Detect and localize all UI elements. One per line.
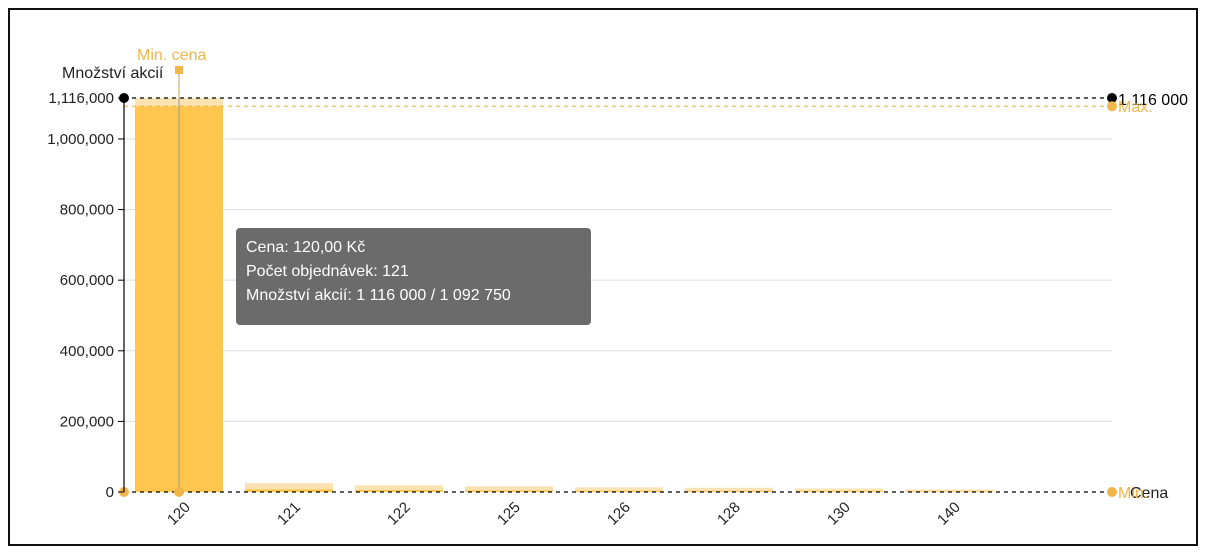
x-tick-label: 140 bbox=[934, 499, 964, 529]
max-total-label: 1 116 000 bbox=[1118, 92, 1188, 109]
min-price-label: Min. cena bbox=[137, 47, 206, 64]
bar-tooltip: Cena: 120,00 Kč Počet objednávek: 121 Mn… bbox=[236, 228, 591, 325]
y-tick-label: 0 bbox=[106, 484, 114, 501]
bar-total[interactable] bbox=[795, 488, 883, 492]
x-tick-label: 121 bbox=[274, 499, 304, 529]
y-tick-label: 800,000 bbox=[60, 202, 114, 219]
x-axis-ticks: 120 121 122 125 126 128 130 140 bbox=[164, 499, 964, 529]
y-axis-ticks: 0 200,000 400,000 600,000 800,000 1,000,000 1,… bbox=[47, 90, 124, 501]
reference-lines bbox=[119, 66, 1117, 497]
bar-total[interactable] bbox=[465, 486, 553, 492]
bar[interactable] bbox=[575, 490, 663, 492]
x-tick-label: 130 bbox=[824, 499, 854, 529]
x-tick-label: 122 bbox=[384, 499, 414, 529]
bar-total[interactable] bbox=[245, 483, 333, 492]
min-label: Min. bbox=[1118, 485, 1148, 502]
bar[interactable] bbox=[245, 489, 333, 492]
min-price-marker[interactable] bbox=[175, 66, 183, 74]
y-axis-title: Množství akcií bbox=[62, 65, 164, 82]
max-marker[interactable] bbox=[1107, 101, 1117, 112]
y-tick-label: 600,000 bbox=[60, 272, 114, 289]
max-label: Max. bbox=[1118, 99, 1153, 116]
bar-total[interactable] bbox=[575, 487, 663, 492]
min-marker[interactable] bbox=[1107, 487, 1117, 497]
bar[interactable] bbox=[355, 490, 443, 492]
bar[interactable] bbox=[465, 490, 553, 492]
x-tick-label: 125 bbox=[494, 499, 524, 529]
y-tick-label: 1,116,000 bbox=[48, 90, 114, 107]
bar[interactable] bbox=[685, 490, 773, 492]
tooltip-price: Cena: 120,00 Kč bbox=[246, 239, 366, 256]
bar-total[interactable] bbox=[685, 487, 773, 492]
tooltip-quantity: Množství akcií: 1 116 000 / 1 092 750 bbox=[246, 287, 511, 304]
y-tick-label: 200,000 bbox=[60, 413, 114, 430]
x-tick-label: 126 bbox=[604, 499, 634, 529]
x-tick-label: 120 bbox=[164, 499, 194, 529]
max-total-marker-right bbox=[1107, 93, 1117, 103]
y-tick-label: 1,000,000 bbox=[47, 131, 114, 148]
min-price-handle[interactable] bbox=[174, 487, 184, 497]
bar-total[interactable] bbox=[905, 489, 993, 492]
x-axis-title: Cena bbox=[1130, 485, 1168, 502]
y-tick-label: 400,000 bbox=[60, 343, 114, 360]
tooltip-order-count: Počet objednávek: 121 bbox=[246, 263, 409, 280]
x-tick-label: 128 bbox=[714, 499, 744, 529]
bar-total[interactable] bbox=[355, 485, 443, 492]
